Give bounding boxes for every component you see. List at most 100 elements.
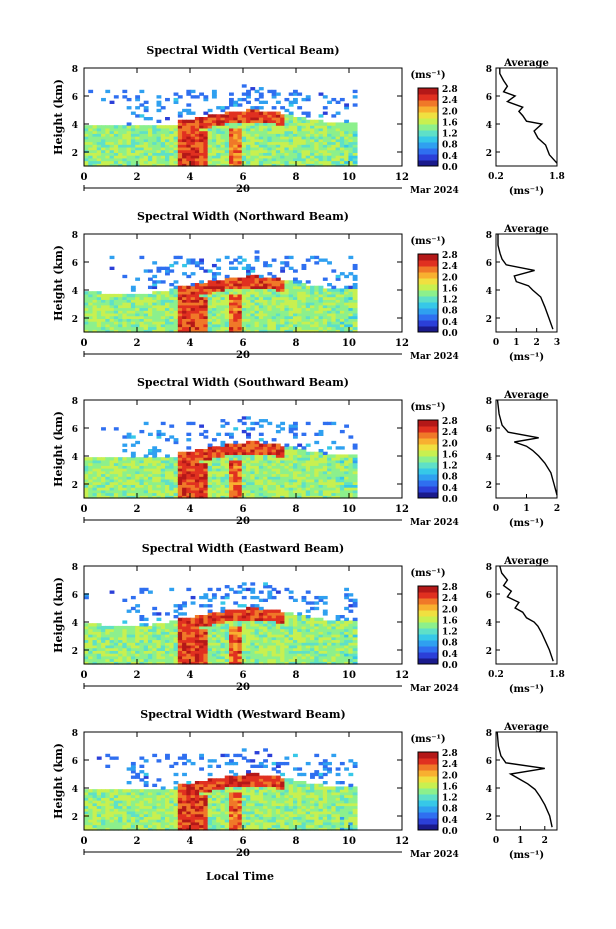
average-x-tick-label: 1.8 — [549, 670, 565, 680]
average-frame — [495, 731, 558, 831]
average-y-tick-label: 8 — [486, 729, 492, 739]
colorbar-tick-label: 2.0 — [442, 273, 458, 283]
x-tick-label: 12 — [395, 338, 409, 349]
date-label: Mar 2024 — [410, 518, 459, 528]
x-tick-label: 0 — [81, 504, 88, 515]
colorbar-swatch — [418, 758, 438, 765]
colorbar-tick-label: 2.8 — [442, 749, 458, 759]
colorbar-swatch — [418, 154, 438, 161]
average-y-tick-label: 8 — [486, 231, 492, 241]
day-label: 20 — [236, 516, 250, 527]
average-unit: (ms⁻¹) — [509, 684, 544, 695]
colorbar-swatch — [418, 640, 438, 647]
colorbar-swatch — [418, 320, 438, 327]
colorbar-swatch — [418, 652, 438, 659]
colorbar-tick-label: 0.4 — [442, 318, 458, 328]
colorbar-swatch — [418, 616, 438, 623]
x-tick-label: 8 — [293, 172, 300, 183]
average-y-tick-label: 6 — [486, 591, 492, 601]
average-title: Average — [503, 58, 549, 69]
colorbar-swatch — [418, 788, 438, 795]
average-y-tick-label: 6 — [486, 259, 492, 269]
colorbar-swatch — [418, 658, 438, 665]
colorbar-swatch — [418, 634, 438, 641]
colorbar-swatch — [418, 586, 438, 593]
y-tick-label: 6 — [72, 425, 78, 435]
colorbar-tick-label: 0.0 — [442, 329, 458, 339]
average-y-tick-label: 6 — [486, 425, 492, 435]
y-tick-label: 2 — [72, 647, 78, 657]
average-y-tick-label: 4 — [486, 619, 492, 629]
colorbar-swatch — [418, 800, 438, 807]
average-y-tick-label: 4 — [486, 287, 492, 297]
colorbar-tick-label: 2.8 — [442, 251, 458, 261]
y-tick-label: 6 — [72, 591, 78, 601]
colorbar-swatch — [418, 438, 438, 445]
colorbar-unit: (ms⁻¹) — [410, 734, 445, 745]
colorbar-swatch — [418, 326, 438, 333]
x-tick-label: 6 — [240, 670, 247, 681]
colorbar-tick-label: 1.6 — [442, 284, 458, 294]
x-tick-label: 10 — [342, 836, 356, 847]
colorbar-swatch — [418, 824, 438, 831]
colorbar-swatch — [418, 468, 438, 475]
chart-title: Spectral Width (Vertical Beam) — [146, 44, 339, 57]
colorbar-tick-label: 0.4 — [442, 816, 458, 826]
colorbar-swatch — [418, 426, 438, 433]
colorbar-tick-label: 2.4 — [442, 594, 458, 604]
colorbar-tick-label: 2.0 — [442, 605, 458, 615]
colorbar-tick-label: 2.4 — [442, 96, 458, 106]
chart-title: Spectral Width (Northward Beam) — [137, 210, 349, 223]
colorbar-tick-label: 1.6 — [442, 616, 458, 626]
average-x-tick-label: 3 — [554, 338, 560, 348]
average-y-tick-label: 4 — [486, 453, 492, 463]
x-tick-label: 0 — [81, 670, 88, 681]
average-x-tick-label: 1.8 — [549, 172, 565, 182]
y-tick-label: 4 — [72, 619, 78, 629]
heatmap-cells — [84, 416, 358, 499]
heatmap-cells — [84, 250, 358, 333]
x-tick-label: 0 — [81, 836, 88, 847]
colorbar-swatch — [418, 124, 438, 131]
colorbar-swatch — [418, 604, 438, 611]
average-profile-line — [499, 565, 554, 662]
colorbar-swatch — [418, 794, 438, 801]
x-axis-label: Local Time — [206, 870, 274, 883]
y-tick-label: 6 — [72, 93, 78, 103]
colorbar-swatch — [418, 432, 438, 439]
chart-panel-4: Spectral Width (Eastward Beam) Height (km… — [52, 542, 565, 695]
x-tick-label: 0 — [81, 338, 88, 349]
x-tick-label: 4 — [187, 172, 194, 183]
x-tick-label: 2 — [134, 670, 141, 681]
y-tick-label: 4 — [72, 453, 78, 463]
average-y-tick-label: 4 — [486, 121, 492, 131]
colorbar-tick-label: 1.2 — [442, 794, 458, 804]
colorbar-tick-label: 2.0 — [442, 771, 458, 781]
colorbar-swatch — [418, 610, 438, 617]
average-y-tick-label: 2 — [486, 315, 492, 325]
x-tick-label: 6 — [240, 504, 247, 515]
x-tick-label: 2 — [134, 338, 141, 349]
x-tick-label: 8 — [293, 504, 300, 515]
colorbar-swatch — [418, 770, 438, 777]
average-y-tick-label: 8 — [486, 563, 492, 573]
colorbar-swatch — [418, 622, 438, 629]
y-axis-label: Height (km) — [52, 411, 65, 487]
colorbar-swatch — [418, 118, 438, 125]
day-label: 20 — [236, 350, 250, 361]
average-profile-line — [499, 68, 558, 164]
colorbar-swatch — [418, 112, 438, 119]
average-title: Average — [503, 224, 549, 235]
average-x-tick-label: 0.2 — [488, 670, 504, 680]
colorbar-tick-label: 1.2 — [442, 296, 458, 306]
colorbar-swatch — [418, 598, 438, 605]
colorbar-swatch — [418, 456, 438, 463]
y-tick-label: 2 — [72, 149, 78, 159]
y-tick-label: 8 — [72, 563, 78, 573]
colorbar-swatch — [418, 646, 438, 653]
colorbar-frame — [417, 585, 439, 665]
average-title: Average — [503, 390, 549, 401]
colorbar-tick-label: 1.2 — [442, 628, 458, 638]
chart-title: Spectral Width (Eastward Beam) — [142, 542, 344, 555]
